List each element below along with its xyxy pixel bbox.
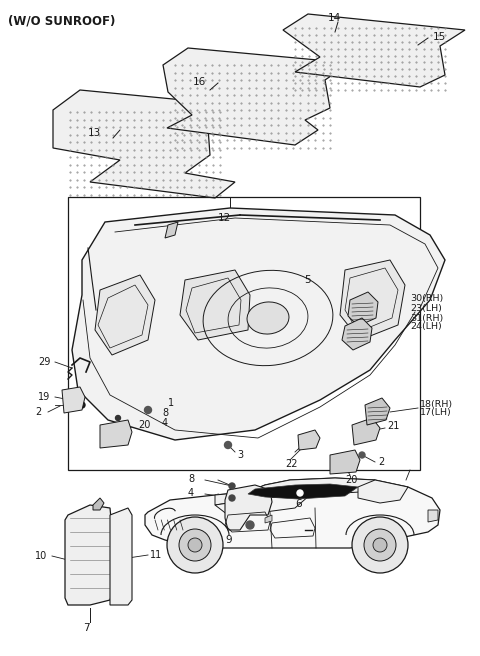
Polygon shape	[72, 208, 445, 440]
Text: 7: 7	[83, 623, 90, 633]
Text: 14: 14	[328, 13, 341, 23]
Text: 23(LH): 23(LH)	[410, 304, 442, 312]
Circle shape	[167, 517, 223, 573]
Circle shape	[225, 441, 231, 449]
Polygon shape	[265, 515, 272, 523]
Polygon shape	[225, 485, 272, 530]
Polygon shape	[93, 498, 104, 510]
Circle shape	[246, 521, 254, 529]
Circle shape	[359, 452, 365, 458]
Text: 13: 13	[88, 128, 101, 138]
Ellipse shape	[247, 302, 289, 334]
Circle shape	[358, 430, 362, 434]
Circle shape	[116, 426, 120, 430]
Text: 4: 4	[162, 418, 168, 428]
Text: 20: 20	[138, 420, 150, 430]
Polygon shape	[340, 260, 405, 340]
Polygon shape	[163, 48, 350, 145]
Circle shape	[229, 483, 235, 489]
Circle shape	[79, 402, 85, 408]
Polygon shape	[215, 478, 375, 505]
Polygon shape	[342, 318, 372, 350]
Polygon shape	[165, 222, 178, 238]
Text: 11: 11	[150, 550, 162, 560]
Text: 17(LH): 17(LH)	[420, 409, 452, 417]
Circle shape	[297, 490, 303, 496]
Text: 21: 21	[387, 421, 399, 431]
Text: 2: 2	[378, 457, 384, 467]
Text: 29: 29	[38, 357, 50, 367]
Text: 22: 22	[285, 459, 298, 469]
Polygon shape	[348, 292, 378, 326]
Bar	[68, 197, 420, 470]
Polygon shape	[53, 90, 235, 198]
Circle shape	[144, 407, 152, 413]
Text: 4: 4	[188, 488, 194, 498]
Text: 12: 12	[218, 213, 231, 223]
Text: 24(LH): 24(LH)	[410, 323, 442, 331]
Polygon shape	[145, 478, 440, 548]
Polygon shape	[358, 480, 408, 503]
Polygon shape	[248, 484, 358, 499]
Circle shape	[352, 517, 408, 573]
Polygon shape	[95, 275, 155, 355]
Polygon shape	[100, 420, 132, 448]
Text: 31(RH): 31(RH)	[410, 314, 443, 323]
Polygon shape	[110, 508, 132, 605]
Text: 8: 8	[162, 408, 168, 418]
Text: 3: 3	[237, 450, 243, 460]
Circle shape	[364, 529, 396, 561]
Polygon shape	[180, 270, 250, 340]
Text: 16: 16	[193, 77, 206, 87]
Text: (W/O SUNROOF): (W/O SUNROOF)	[8, 14, 115, 27]
Text: 15: 15	[433, 32, 446, 42]
Text: 1: 1	[168, 398, 174, 408]
Text: 10: 10	[35, 551, 47, 561]
Circle shape	[229, 495, 235, 501]
Text: 5: 5	[304, 275, 311, 285]
Polygon shape	[298, 430, 320, 450]
Text: 19: 19	[38, 392, 50, 402]
Circle shape	[305, 438, 311, 443]
Circle shape	[373, 538, 387, 552]
Circle shape	[188, 538, 202, 552]
Text: 8: 8	[188, 474, 194, 484]
Circle shape	[179, 529, 211, 561]
Polygon shape	[352, 418, 380, 445]
Text: 20: 20	[345, 475, 358, 485]
Text: 18(RH): 18(RH)	[420, 400, 453, 409]
Polygon shape	[65, 505, 113, 605]
Text: 6: 6	[295, 499, 301, 509]
Text: 9: 9	[225, 535, 232, 545]
Polygon shape	[283, 14, 465, 87]
Polygon shape	[365, 398, 390, 425]
Polygon shape	[330, 450, 360, 474]
Polygon shape	[428, 510, 438, 522]
Text: 30(RH): 30(RH)	[410, 295, 443, 304]
Polygon shape	[215, 495, 310, 515]
Polygon shape	[62, 387, 85, 413]
Text: 2: 2	[35, 407, 41, 417]
Circle shape	[116, 415, 120, 420]
